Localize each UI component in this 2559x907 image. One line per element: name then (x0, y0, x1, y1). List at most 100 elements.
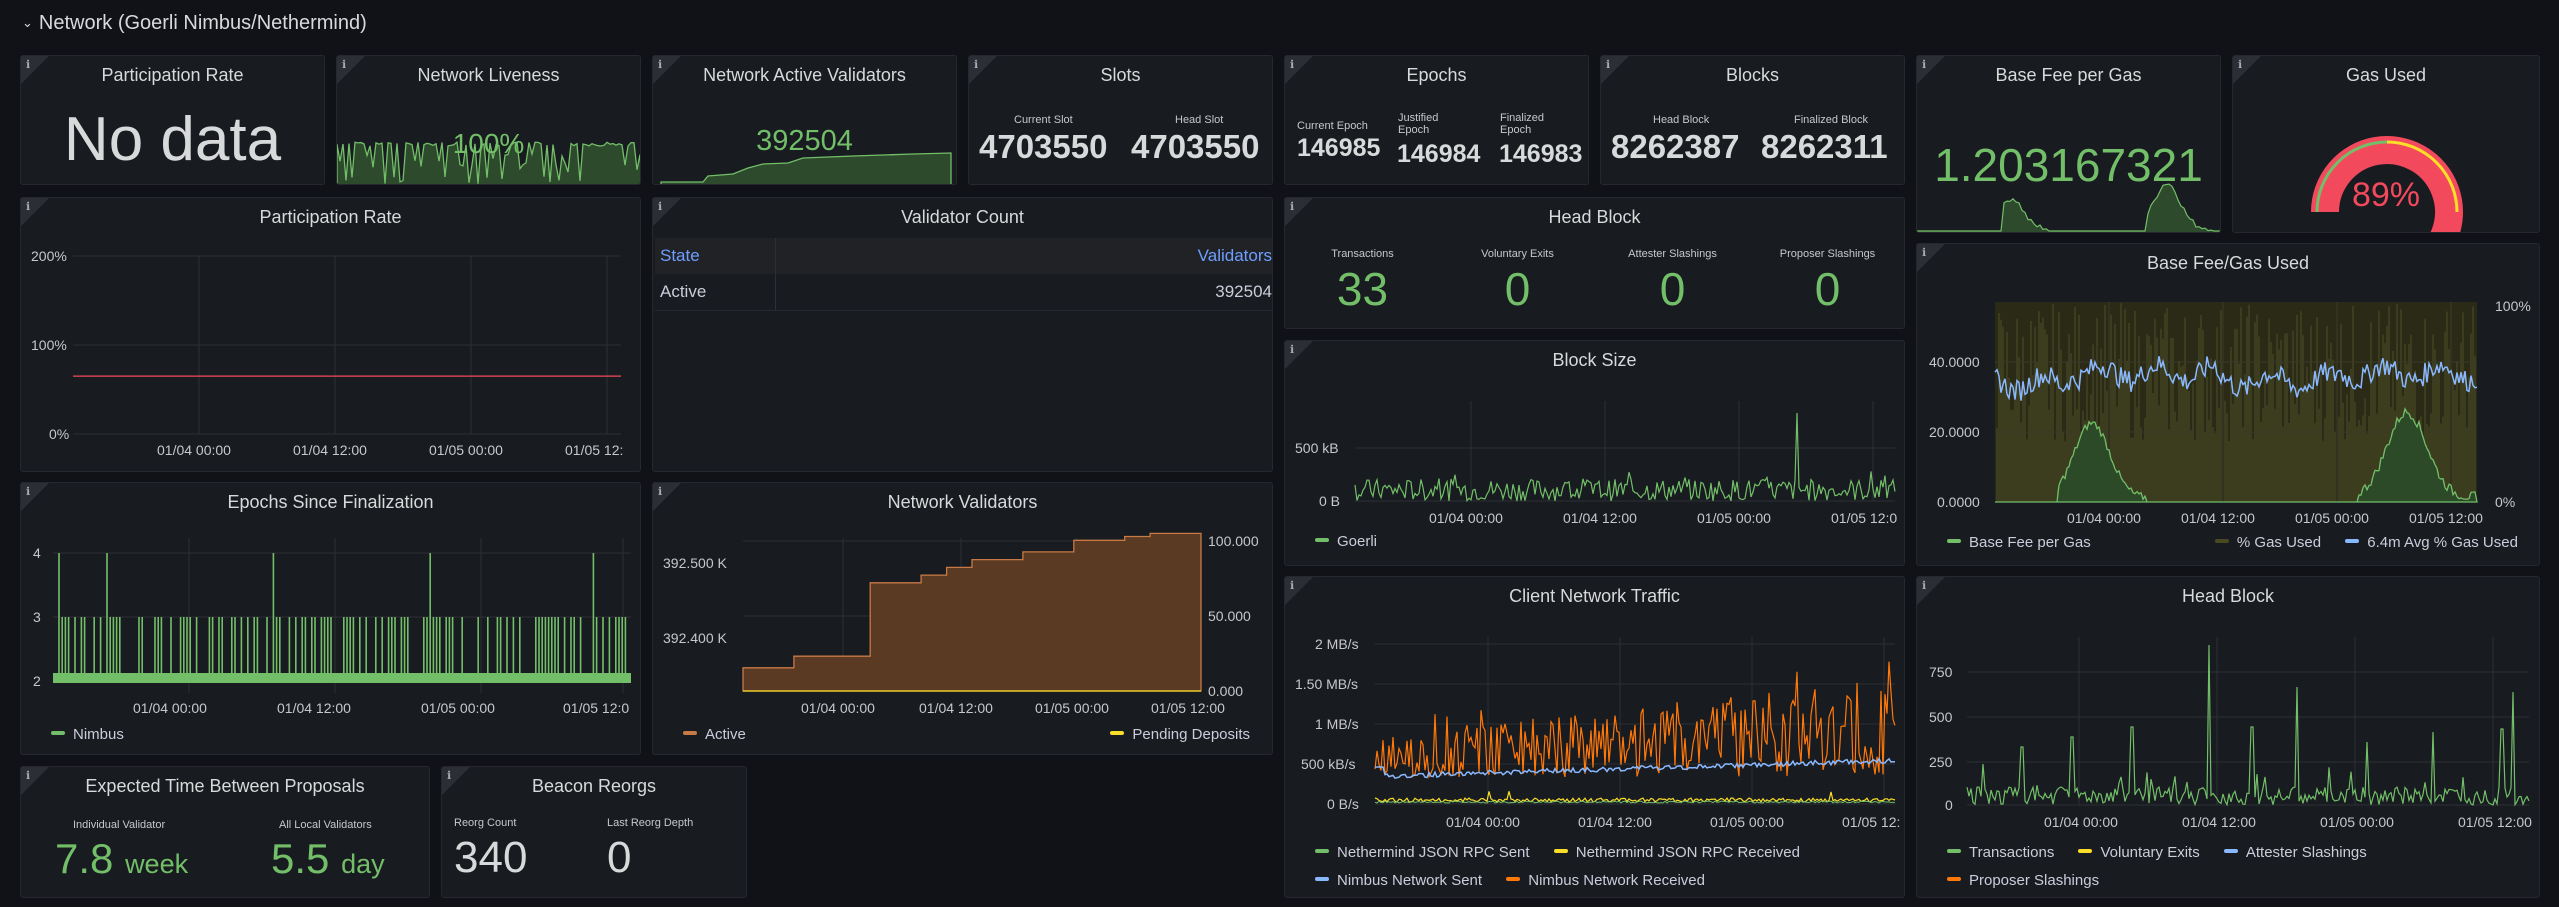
finalized-epoch-value: 146983 (1499, 140, 1583, 168)
participation-rate-chart-panel[interactable]: ℹ Participation Rate 200% 100% 0% 01/04 … (20, 197, 641, 472)
y-tick: 2 MB/s (1315, 636, 1359, 652)
info-icon[interactable]: ℹ (658, 58, 663, 71)
epoch-bar (432, 617, 435, 681)
info-icon[interactable]: ℹ (658, 485, 663, 498)
legend-item[interactable]: Base Fee per Gas (1947, 534, 2091, 551)
legend-item[interactable]: Goerli (1315, 533, 1377, 550)
info-icon[interactable]: ℹ (974, 58, 979, 71)
epochs-panel[interactable]: ℹ Epochs Current Epoch 146985 Justified … (1284, 55, 1589, 185)
info-icon[interactable]: ℹ (447, 769, 452, 782)
legend-item[interactable]: Nimbus Network Received (1506, 872, 1705, 889)
head-block-stats-panel[interactable]: ℹ Head Block Transactions 33 Voluntary E… (1284, 197, 1905, 329)
row-header[interactable]: ⌄ Network (Goerli Nimbus/Nethermind) (22, 12, 367, 35)
network-liveness-panel[interactable]: ℹ Network Liveness 100% (336, 55, 641, 185)
client-network-traffic-panel[interactable]: ℹ Client Network Traffic 2 MB/s 1.50 MB/… (1284, 576, 1905, 898)
blocks-panel[interactable]: ℹ Blocks Head Block 8262387 Finalized Bl… (1600, 55, 1905, 185)
x-tick: 01/04 12:00 (277, 700, 351, 716)
info-icon[interactable]: ℹ (1606, 58, 1611, 71)
transactions-value: 33 (1336, 263, 1389, 315)
epoch-bar (301, 617, 303, 681)
info-icon[interactable]: ℹ (1922, 58, 1927, 71)
epoch-bar (595, 617, 598, 681)
all-local-validators-label: All Local Validators (279, 819, 372, 831)
info-icon[interactable]: ℹ (26, 58, 31, 71)
expected-time-between-proposals-panel[interactable]: ℹ Expected Time Between Proposals Indivi… (20, 766, 430, 898)
y-tick: 3 (33, 609, 41, 625)
info-icon[interactable]: ℹ (1922, 579, 1927, 592)
panel-title: Epochs (1406, 65, 1467, 85)
column-header-validators[interactable]: Validators (775, 238, 1272, 274)
participation-rate-stat-panel[interactable]: ℹ Participation Rate No data (20, 55, 325, 185)
y-tick: 500 kB (1295, 440, 1339, 456)
epoch-bar (256, 617, 259, 681)
info-icon[interactable]: ℹ (1290, 58, 1295, 71)
current-slot-value: 4703550 (979, 128, 1108, 165)
legend-item[interactable]: Proposer Slashings (1947, 872, 2099, 889)
beacon-reorgs-panel[interactable]: ℹ Beacon Reorgs Reorg Count 340 Last Reo… (441, 766, 747, 898)
epoch-bar (93, 617, 95, 681)
panel-title: Head Block (2181, 586, 2275, 606)
epoch-bar (563, 617, 566, 681)
epoch-bar (407, 617, 409, 681)
y-tick: 0 B/s (1327, 796, 1359, 812)
legend-item[interactable]: % Gas Used (2214, 534, 2321, 551)
info-icon[interactable]: ℹ (1290, 200, 1295, 213)
legend-item[interactable]: Nimbus Network Sent (1315, 872, 1482, 889)
info-icon[interactable]: ℹ (2238, 58, 2243, 71)
info-icon[interactable]: ℹ (26, 485, 31, 498)
panel-title: Participation Rate (259, 207, 402, 227)
info-icon[interactable]: ℹ (26, 200, 31, 213)
legend-item[interactable]: Attester Slashings (2223, 844, 2367, 861)
legend-item[interactable]: Nethermind JSON RPC Sent (1315, 844, 1530, 861)
epoch-bar (541, 617, 543, 681)
info-icon[interactable]: ℹ (658, 200, 663, 213)
info-icon[interactable]: ℹ (1290, 343, 1295, 356)
epoch-bar (83, 617, 86, 681)
head-block-chart-panel[interactable]: ℹ Head Block 750 500 250 0 01/04 00:00 0… (1916, 576, 2540, 898)
gas-used-panel[interactable]: ℹ Gas Used 89% (2232, 55, 2540, 233)
x-tick: 01/04 12:00 (1578, 814, 1652, 830)
x-tick: 01/05 12:00 (2458, 814, 2532, 830)
legend-item[interactable]: Pending Deposits (1110, 726, 1250, 743)
epoch-bar (451, 617, 454, 681)
base-fee-gas-used-panel[interactable]: ℹ Base Fee/Gas Used 40.0000 20.0000 0.00… (1916, 243, 2540, 566)
epoch-bar (570, 617, 572, 681)
legend-item[interactable]: Voluntary Exits (2078, 844, 2200, 861)
epoch-bar (272, 553, 275, 681)
x-tick: 01/05 12:00 (2409, 510, 2483, 526)
legend-item[interactable]: Nimbus (51, 726, 124, 743)
network-active-validators-panel[interactable]: ℹ Network Active Validators 392504 (652, 55, 957, 185)
panel-title: Network Active Validators (703, 65, 906, 85)
y-tick-right: 100% (2495, 298, 2531, 314)
slots-panel[interactable]: ℹ Slots Current Slot 4703550 Head Slot 4… (968, 55, 1273, 185)
epoch-bar (170, 617, 172, 681)
epoch-bar (445, 617, 447, 681)
info-icon[interactable]: ℹ (342, 58, 347, 71)
legend-item[interactable]: 6.4m Avg % Gas Used (2345, 534, 2518, 551)
finalized-epoch-label: Finalized Epoch (1500, 112, 1545, 136)
epoch-bar (314, 617, 316, 681)
legend-item[interactable]: Transactions (1947, 844, 2054, 861)
state-cell: Active (655, 274, 776, 311)
epoch-bar (304, 617, 307, 681)
base-fee-per-gas-panel[interactable]: ℹ Base Fee per Gas 1.203167321 (1916, 55, 2221, 233)
column-header-state[interactable]: State (655, 238, 776, 274)
legend-item[interactable]: Active (683, 726, 746, 743)
table-row: Active 392504 (655, 274, 1272, 311)
info-icon[interactable]: ℹ (1290, 579, 1295, 592)
epoch-bar (346, 617, 348, 681)
info-icon[interactable]: ℹ (26, 769, 31, 782)
liveness-sparkline (337, 140, 640, 184)
info-icon[interactable]: ℹ (1922, 246, 1927, 259)
x-tick: 01/05 00:00 (1035, 700, 1109, 716)
block-size-panel[interactable]: ℹ Block Size 500 kB 0 B 01/04 00:00 01/0… (1284, 340, 1905, 566)
network-validators-panel[interactable]: ℹ Network Validators 392.500 K 392.400 K… (652, 482, 1273, 755)
epochs-since-finalization-panel[interactable]: ℹ Epochs Since Finalization 4 3 2 01/04 … (20, 482, 641, 755)
base-fee-gas-chart: 40.0000 20.0000 0.0000 100% 0% 01/04 00:… (1929, 298, 2531, 526)
y-tick-right: 0% (2495, 494, 2515, 510)
epoch-bar (387, 617, 390, 681)
epoch-bar (208, 617, 211, 681)
validator-count-panel[interactable]: ℹ Validator Count State Validators Activ… (652, 197, 1273, 472)
legend-item[interactable]: Nethermind JSON RPC Received (1553, 844, 1800, 861)
chevron-down-icon[interactable]: ⌄ (22, 15, 33, 30)
